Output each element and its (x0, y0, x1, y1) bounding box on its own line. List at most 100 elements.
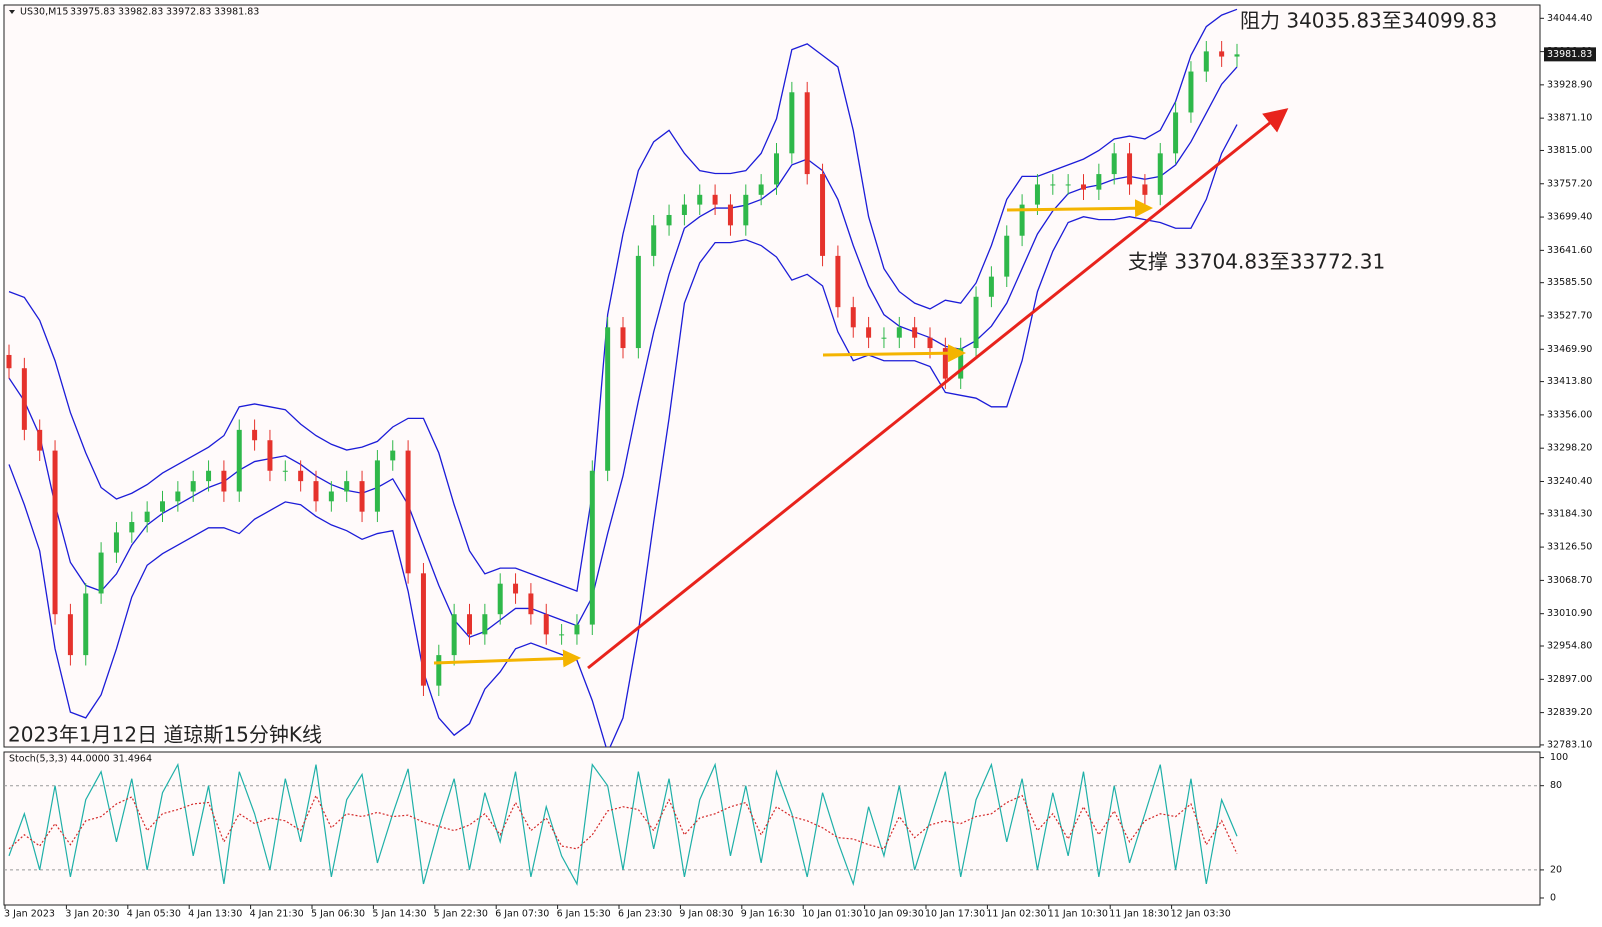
x-tick-label: 9 Jan 08:30 (679, 909, 733, 920)
candle-body (1142, 184, 1148, 195)
trend-arrow (587, 108, 1289, 670)
axes: 34044.4033986.6033928.9033871.1033815.00… (4, 13, 1596, 920)
candle-body (328, 491, 334, 502)
chart-title: 2023年1月12日 道琼斯15分钟K线 (8, 723, 322, 747)
y-tick-label: 20 (1550, 864, 1562, 875)
candle-body (896, 327, 902, 338)
candle-body (605, 327, 611, 471)
candle-body (758, 184, 764, 195)
candle-body (804, 92, 810, 175)
candle-body (160, 501, 165, 512)
y-tick-label: 32839.20 (1547, 707, 1592, 718)
candle-body (374, 460, 380, 512)
x-tick-label: 11 Jan 02:30 (986, 909, 1046, 920)
y-tick-label: 33871.10 (1547, 113, 1592, 124)
candle-body (420, 573, 426, 686)
y-tick-label: 33068.70 (1547, 575, 1592, 586)
candle-body (1034, 184, 1040, 205)
candle-body (1219, 51, 1225, 57)
support-line (822, 344, 966, 363)
candle-body (866, 327, 872, 338)
candle-body (513, 583, 519, 594)
candle-body (1065, 184, 1071, 186)
x-tick-label: 10 Jan 09:30 (864, 909, 924, 920)
candle-body (206, 470, 212, 482)
candle-body (190, 481, 196, 492)
candle-body (37, 429, 43, 451)
x-tick-label: 5 Jan 06:30 (311, 909, 365, 920)
candle-body (298, 470, 304, 482)
candle-body (221, 470, 227, 492)
ohlc-open: 33975.83 (70, 7, 115, 18)
candle-body (635, 255, 641, 349)
candle-body (727, 204, 733, 226)
candle-body (697, 194, 703, 205)
candle-body (528, 593, 534, 615)
candle-body (881, 337, 887, 339)
candle-body (651, 225, 657, 256)
y-tick-label: 80 (1550, 780, 1562, 791)
candle-body (6, 354, 12, 369)
candle-body (1203, 51, 1209, 72)
y-tick-label: 32783.10 (1547, 739, 1592, 750)
candle-body (774, 153, 779, 185)
candle-body (21, 368, 27, 430)
candle-body (942, 348, 948, 379)
x-tick-label: 4 Jan 05:30 (127, 909, 181, 920)
candle-body (789, 92, 795, 154)
ohlc-close: 33981.83 (214, 7, 259, 18)
candle-body (620, 327, 626, 349)
y-tick-label: 0 (1550, 892, 1556, 903)
menu-triangle (9, 10, 15, 14)
candle-body (1188, 71, 1194, 113)
symbol: US30,M15 (20, 7, 68, 18)
candle-body (83, 593, 89, 656)
candle-body (451, 614, 457, 656)
candle-body (405, 450, 411, 574)
stoch-plot (4, 762, 1540, 887)
candle-body (436, 655, 442, 686)
candle-body (1127, 153, 1133, 185)
candle-body (589, 470, 595, 625)
x-tick-label: 5 Jan 14:30 (372, 909, 426, 920)
y-tick-label: 33815.00 (1547, 145, 1592, 156)
candle-body (1050, 184, 1056, 186)
y-tick-label: 32954.80 (1547, 641, 1592, 652)
resistance-note: 阻力 34035.83至34099.83 (1240, 9, 1497, 33)
x-tick-label: 6 Jan 23:30 (618, 909, 672, 920)
y-tick-label: 33527.70 (1547, 310, 1592, 321)
stoch-title: Stoch(5,3,3) 44.0000 31.4964 (9, 754, 152, 765)
y-tick-label: 33585.50 (1547, 277, 1592, 288)
last-price-label: 33981.83 (1547, 49, 1592, 60)
x-tick-label: 11 Jan 10:30 (1048, 909, 1108, 920)
support-line (1006, 199, 1153, 218)
x-tick-label: 5 Jan 22:30 (434, 909, 488, 920)
y-tick-label: 33699.40 (1547, 212, 1592, 223)
candle-body (267, 440, 273, 471)
y-tick-label: 33298.20 (1547, 443, 1592, 454)
candle-body (1157, 153, 1163, 195)
candle-body (144, 511, 150, 523)
y-tick-label: 33928.90 (1547, 79, 1592, 90)
candle-body (912, 327, 918, 338)
x-tick-label: 10 Jan 01:30 (802, 909, 862, 920)
y-tick-label: 32897.00 (1547, 674, 1592, 685)
y-tick-label: 33413.80 (1547, 376, 1592, 387)
candle-body (666, 214, 672, 226)
candle-body (497, 583, 503, 615)
x-tick-label: 4 Jan 21:30 (250, 909, 304, 920)
candle-body (67, 614, 73, 656)
last-price-box (1544, 47, 1596, 62)
candle-body (129, 522, 135, 533)
candle-body (1004, 235, 1010, 277)
candle-body (113, 532, 119, 553)
candle-body (175, 491, 181, 502)
x-tick-label: 11 Jan 18:30 (1109, 909, 1169, 920)
candle-body (390, 450, 396, 461)
candle-body (359, 481, 365, 512)
x-tick-label: 3 Jan 2023 (4, 909, 55, 920)
candle-body (1019, 204, 1025, 236)
support-line (433, 649, 581, 668)
candle-body (712, 194, 718, 205)
